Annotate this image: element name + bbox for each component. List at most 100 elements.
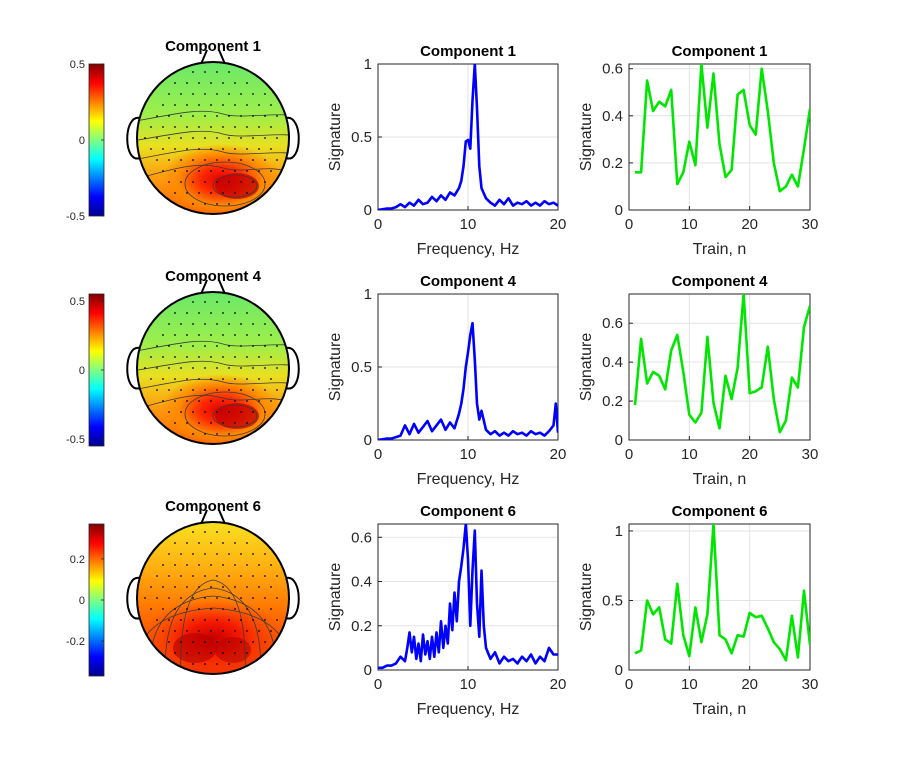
electrode-dot (204, 597, 206, 599)
electrode-dot (174, 652, 176, 654)
electrode-dot (174, 630, 176, 632)
electrode-dot (198, 422, 200, 424)
plot-title: Component 4 (672, 273, 768, 290)
electrode-dot (234, 652, 236, 654)
electrode-dot (222, 400, 224, 402)
electrode-dot (204, 433, 206, 435)
y-tick-label: 0 (615, 662, 623, 679)
electrode-dot (192, 345, 194, 347)
electrode-dot (150, 356, 152, 358)
contour-line (137, 130, 289, 143)
electrode-dot (192, 137, 194, 139)
colorbar-tick-label: -0.5 (66, 211, 85, 223)
scalp-map (137, 292, 289, 444)
electrode-dot (234, 312, 236, 314)
electrode-dot (252, 389, 254, 391)
electrode-dot (192, 531, 194, 533)
x-tick-label: 10 (681, 446, 698, 463)
electrode-dot (198, 126, 200, 128)
electrode-dot (264, 641, 266, 643)
y-tick-label: 0.4 (602, 108, 623, 125)
electrode-dot (168, 323, 170, 325)
electrode-dot (240, 553, 242, 555)
train-plot-3: 0 10 20 30 0 0.5 1 Component 6 Train, n Signature (578, 503, 818, 718)
electrode-dot (180, 575, 182, 577)
electrode-dot (174, 564, 176, 566)
electrode-dot (246, 586, 248, 588)
spectrum-plot-1: 0 10 20 0 0.5 1 Component 1 Frequency, Hz Signat… (327, 43, 566, 258)
x-tick-label: 0 (625, 676, 633, 693)
x-tick-label: 0 (374, 676, 382, 693)
electrode-dot (192, 411, 194, 413)
electrode-dot (210, 104, 212, 106)
electrode-dot (258, 400, 260, 402)
electrode-dot (234, 82, 236, 84)
nose (200, 509, 226, 525)
electrode-dot (276, 345, 278, 347)
y-tick-label: 0 (615, 202, 623, 219)
electrode-dot (186, 170, 188, 172)
electrode-dot (144, 367, 146, 369)
electrode-dot (222, 608, 224, 610)
contour-line (137, 148, 289, 161)
electrode-dot (264, 323, 266, 325)
electrode-dot (240, 345, 242, 347)
electrode-dot (204, 531, 206, 533)
electrode-dot (240, 181, 242, 183)
electrode-dot (270, 564, 272, 566)
contour-line (146, 394, 289, 407)
topo-map-2: 0.5 0 -0.5 Component 4 (66, 268, 300, 447)
electrode-dot (204, 553, 206, 555)
y-tick-label: 1 (364, 286, 372, 303)
colorbar-tick-label: 0.5 (70, 59, 85, 71)
electrode-dot (276, 575, 278, 577)
electrode-dot (264, 411, 266, 413)
electrode-dot (150, 378, 152, 380)
electrode-dot (228, 301, 230, 303)
electrode-dot (222, 148, 224, 150)
electrode-dot (204, 203, 206, 205)
electrode-dot (198, 564, 200, 566)
electrode-dot (234, 378, 236, 380)
plot-title: Component 1 (420, 43, 516, 60)
electrode-dot (222, 334, 224, 336)
electrode-dot (150, 148, 152, 150)
x-tick-label: 30 (802, 216, 819, 233)
axes-box (628, 63, 811, 211)
electrode-dot (192, 553, 194, 555)
spectrum-plot-3: 0 10 20 0 0.2 0.4 0.6 Component 6 Frequency, Hz S… (327, 503, 566, 718)
electrode-dot (168, 159, 170, 161)
topo-title: Component 1 (165, 38, 261, 55)
electrode-dot (192, 159, 194, 161)
electrode-dot (246, 400, 248, 402)
electrode-dot (168, 367, 170, 369)
electrode-dot (198, 608, 200, 610)
electrode-dot (198, 586, 200, 588)
electrode-dot (264, 597, 266, 599)
electrode-dot (186, 608, 188, 610)
electrode-dot (186, 82, 188, 84)
electrode-dot (234, 400, 236, 402)
electrode-dot (228, 115, 230, 117)
electrode-dot (216, 619, 218, 621)
electrode-dot (252, 411, 254, 413)
electrode-dot (204, 619, 206, 621)
electrode-dot (264, 345, 266, 347)
electrode-dot (228, 531, 230, 533)
colorbar-tick-label: 0.2 (70, 554, 85, 566)
left-ear (126, 576, 141, 620)
electrode-dot (180, 93, 182, 95)
electrode-dot (222, 170, 224, 172)
electrode-dot (186, 192, 188, 194)
electrode-dot (270, 630, 272, 632)
electrode-dot (192, 389, 194, 391)
x-axis-label: Train, n (693, 241, 747, 258)
electrode-dot (246, 334, 248, 336)
electrode-dot (186, 422, 188, 424)
electrode-dot (180, 619, 182, 621)
x-tick-label: 20 (741, 216, 758, 233)
y-tick-label: 0.4 (602, 354, 623, 371)
contour-line (180, 579, 246, 674)
electrode-dot (216, 531, 218, 533)
electrode-dot (264, 389, 266, 391)
